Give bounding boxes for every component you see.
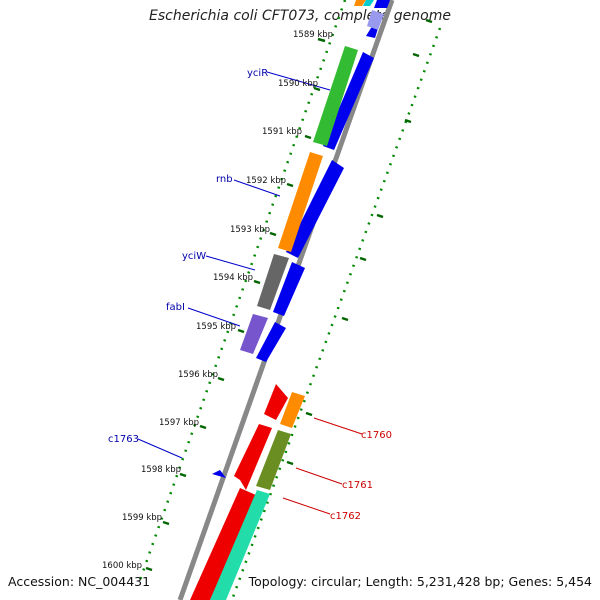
gene-label-c1761: c1761 xyxy=(342,480,373,491)
gene-label-rnb: rnb xyxy=(216,174,233,185)
tick-label: 1595 kbp xyxy=(196,322,236,332)
cds-fabI xyxy=(240,314,268,354)
cds-block-forward xyxy=(374,0,390,8)
cds-c1761 xyxy=(256,430,291,490)
tick-label: 1594 kbp xyxy=(213,273,253,283)
cds-c1760-orange xyxy=(280,392,305,428)
gene-labels[interactable]: yciR rnb yciW fabI c1763 c1760 c1761 c17… xyxy=(108,68,392,522)
cds-block-forward xyxy=(286,160,344,258)
cds-block-forward xyxy=(273,262,305,316)
gene-label-c1762: c1762 xyxy=(330,511,361,522)
tick-label: 1600 kbp xyxy=(102,561,142,571)
gene-label-yciR: yciR xyxy=(247,68,268,79)
cds-c1760-red xyxy=(264,384,288,420)
tick-label: 1597 kbp xyxy=(159,418,199,428)
accession-label: Accession: NC_004431 xyxy=(8,574,151,589)
tick-label: 1592 kbp xyxy=(246,176,286,186)
cds-red-long xyxy=(190,488,258,600)
tick-label: 1598 kbp xyxy=(141,465,181,475)
kbp-tick-marks xyxy=(145,37,326,572)
cds-block-forward xyxy=(323,52,374,150)
gene-label-fabI: fabI xyxy=(166,302,185,313)
cds-block-small xyxy=(212,470,226,478)
gc-content-track-inner xyxy=(138,0,347,581)
label-connectors xyxy=(137,71,363,515)
tick-label: 1593 kbp xyxy=(230,225,270,235)
topology-label: Topology: circular; Length: 5,231,428 bp… xyxy=(248,574,592,589)
tick-label: 1590 kbp xyxy=(278,79,318,89)
gene-label-c1763: c1763 xyxy=(108,434,139,445)
tick-label: 1591 kbp xyxy=(262,127,302,137)
cds-c1762-red xyxy=(234,424,272,490)
gc-content-dashes xyxy=(286,18,433,466)
reverse-strand-cds[interactable] xyxy=(190,0,384,600)
kbp-tick-labels: 1589 kbp 1590 kbp 1591 kbp 1592 kbp 1593… xyxy=(102,30,333,571)
cds-yciW xyxy=(257,254,289,310)
forward-strand-cds[interactable] xyxy=(212,0,390,478)
cds-top-cyan xyxy=(363,0,374,6)
cds-top-lavender xyxy=(367,10,384,30)
cds-yciR xyxy=(313,46,358,146)
cds-top-orange xyxy=(354,0,366,6)
cds-block-forward xyxy=(256,322,286,362)
gene-label-yciW: yciW xyxy=(182,251,206,262)
cds-rnb xyxy=(278,152,323,252)
gene-label-c1760: c1760 xyxy=(361,430,392,441)
cds-mint xyxy=(210,490,270,600)
tick-label: 1589 kbp xyxy=(293,30,333,40)
tick-label: 1599 kbp xyxy=(122,513,162,523)
tick-label: 1596 kbp xyxy=(178,370,218,380)
